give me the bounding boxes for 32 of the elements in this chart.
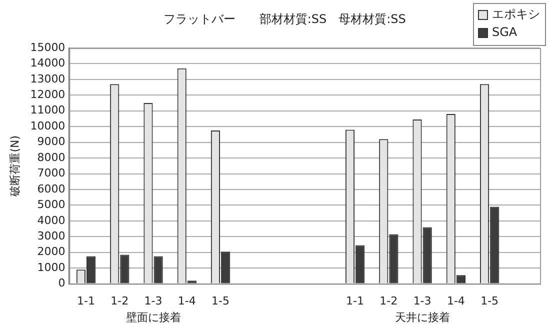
y-tick-label: 3000	[37, 230, 66, 242]
x-tick-label: 1-1	[77, 294, 95, 308]
y-tick-label: 14000	[30, 56, 66, 70]
x-tick-label: 1-5	[480, 294, 499, 308]
x-tick-label: 1-4	[446, 294, 465, 308]
x-tick-label: 1-1	[346, 294, 364, 308]
y-tick-label: 7000	[37, 166, 66, 180]
y-tick-label: 10000	[30, 119, 66, 132]
text: 天井に接着	[394, 310, 450, 324]
x-tick-label: 1-5	[212, 294, 230, 308]
x-tick-label: 1-2	[110, 294, 129, 308]
x-tick-label: 1-4	[178, 294, 196, 308]
legend-label: エポキシ	[492, 7, 540, 22]
y-tick-label: 15000	[30, 40, 66, 54]
text: 壁面に接着	[126, 310, 181, 324]
y-tick-label: 1000	[37, 260, 66, 274]
y-tick-label: 5000	[37, 198, 66, 212]
x-tick-label: 1-3	[413, 294, 432, 308]
y-tick-label: 13000	[30, 72, 66, 86]
y-tick-label: 12000	[30, 88, 66, 102]
y-tick-label: 11000	[30, 104, 66, 117]
chart-title: フラットバー 部材材質:SS 母材材質:SS	[163, 12, 406, 26]
x-tick-label: 1-2	[380, 294, 398, 308]
y-tick-label: 9000	[37, 135, 66, 148]
y-tick-label: 6000	[37, 182, 66, 196]
y-tick-label: 2000	[37, 245, 66, 258]
legend-label: SGA	[492, 25, 518, 40]
y-tick-label: 0	[58, 276, 66, 290]
y-tick-label: 4000	[37, 214, 66, 227]
x-tick-label: 1-3	[144, 294, 162, 308]
y-axis-title: 破断荷重(N)	[8, 135, 22, 198]
y-tick-label: 8000	[37, 150, 66, 164]
